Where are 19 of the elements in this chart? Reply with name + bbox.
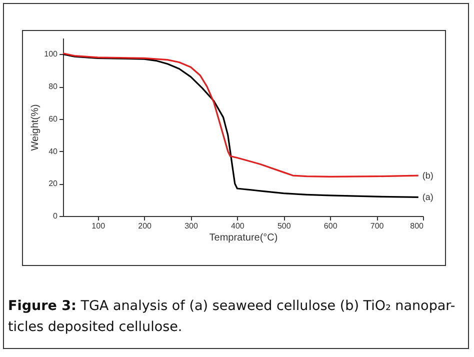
x-tick-label: 500 (277, 222, 292, 230)
series-label: (a) (422, 192, 434, 202)
x-tick-label: 400 (231, 222, 245, 230)
x-tick-label: 200 (138, 222, 152, 230)
x-tick-label: 700 (370, 222, 384, 230)
series-label: (b) (422, 170, 434, 181)
x-tick-label: 300 (184, 222, 198, 230)
x-tick-label: 600 (324, 222, 338, 230)
y-tick-label: 100 (44, 50, 58, 59)
y-axis-title: Weight(%) (30, 104, 42, 151)
x-tick-label: 800 (410, 222, 424, 230)
x-axis-title: Temprature(°C) (209, 232, 278, 244)
y-tick-label: 80 (48, 82, 58, 92)
y-tick-label: 20 (48, 179, 58, 188)
y-tick-label: 40 (48, 146, 58, 156)
y-tick-label: 0 (53, 212, 58, 220)
caption: Figure 3: TGA analysis of (a) seaweed cellulose (b) TiO₂ nanopar-ticles deposited cellulose. (8, 297, 456, 337)
y-tick-label: 60 (48, 114, 58, 124)
x-tick-label: 100 (92, 222, 106, 230)
